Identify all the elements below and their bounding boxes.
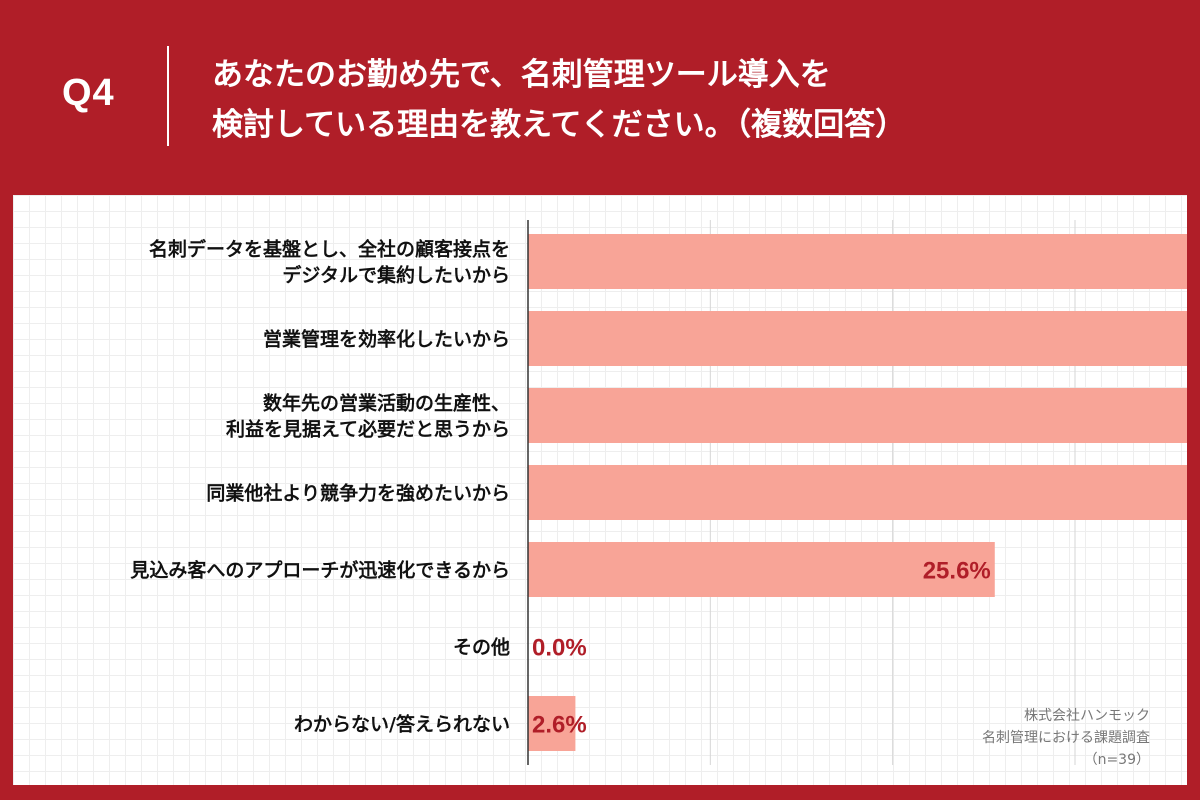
category-label-line: デジタルで集約したいから	[282, 264, 510, 287]
category-label-line: 営業管理を効率化したいから	[263, 328, 510, 351]
bar	[528, 388, 1187, 443]
source-company: 株式会社ハンモック	[1024, 708, 1150, 724]
value-label: 25.6%	[923, 558, 991, 585]
category-label: 見込み客へのアプローチが迅速化できるから	[130, 559, 510, 582]
source-note: 株式会社ハンモック 名刺管理における課題調査 （n=39）	[982, 705, 1150, 771]
category-label: 同業他社より競争力を強めたいから	[206, 482, 510, 505]
category-label: その他	[453, 636, 510, 659]
question-header: Q4 あなたのお勤め先で、名刺管理ツール導入を 検討している理由を教えてください…	[0, 0, 1200, 190]
value-label: 2.6%	[532, 712, 587, 739]
bar	[528, 234, 1187, 289]
category-label: 名刺データを基盤とし、全社の顧客接点をデジタルで集約したいから	[149, 238, 510, 287]
header-divider	[167, 46, 169, 146]
category-label-line: 見込み客へのアプローチが迅速化できるから	[130, 559, 510, 582]
category-label: わからない/答えられない	[294, 713, 510, 736]
question-line-2: 検討している理由を教えてください。（複数回答）	[212, 107, 907, 143]
bar	[528, 696, 576, 751]
category-label: 数年先の営業活動の生産性、利益を見据えて必要だと思うから	[226, 392, 510, 441]
category-label-line: 名刺データを基盤とし、全社の顧客接点を	[149, 238, 510, 261]
bar-chart: 名刺データを基盤とし、全社の顧客接点をデジタルで集約したいから66.7%営業管理…	[130, 220, 1187, 765]
category-label: 営業管理を効率化したいから	[263, 328, 510, 351]
question-line-1: あなたのお勤め先で、名刺管理ツール導入を	[212, 57, 831, 93]
bar	[528, 465, 1187, 520]
source-sample: （n=39）	[1083, 752, 1150, 768]
category-label-line: わからない/答えられない	[294, 713, 510, 736]
value-label: 0.0%	[532, 635, 587, 662]
category-label-line: 数年先の営業活動の生産性、	[263, 392, 510, 415]
category-label-line: 利益を見据えて必要だと思うから	[226, 418, 510, 441]
source-survey: 名刺管理における課題調査	[982, 730, 1150, 746]
bar	[528, 542, 995, 597]
question-number: Q4	[62, 72, 115, 114]
chart-panel: 名刺データを基盤とし、全社の顧客接点をデジタルで集約したいから66.7%営業管理…	[13, 195, 1187, 785]
question-text: あなたのお勤め先で、名刺管理ツール導入を 検討している理由を教えてください。（複…	[212, 50, 1172, 150]
bar	[528, 311, 1187, 366]
category-label-line: 同業他社より競争力を強めたいから	[206, 482, 510, 505]
category-label-line: その他	[453, 636, 510, 659]
